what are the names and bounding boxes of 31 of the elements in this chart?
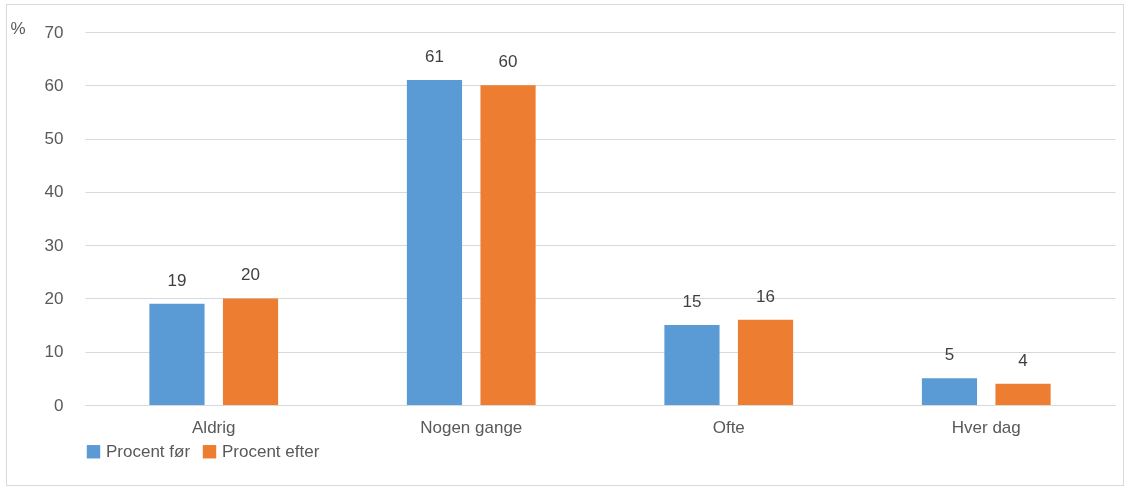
y-axis-title: % xyxy=(10,18,26,38)
y-tick-label: 50 xyxy=(44,129,64,149)
bar xyxy=(664,325,720,405)
x-tick-label: Aldrig xyxy=(192,417,236,437)
y-tick-label: 0 xyxy=(54,395,64,415)
x-tick-label: Hver dag xyxy=(951,417,1021,437)
legend-label: Procent før xyxy=(106,441,191,461)
y-tick-label: 60 xyxy=(44,75,64,95)
data-label: 61 xyxy=(425,46,444,66)
y-tick-label: 10 xyxy=(44,342,64,362)
y-tick-label: 20 xyxy=(44,288,64,308)
bar xyxy=(480,85,536,405)
y-tick-label: 70 xyxy=(44,22,64,42)
data-label: 16 xyxy=(756,286,775,306)
x-tick-label: Nogen gange xyxy=(420,417,523,437)
bar xyxy=(222,298,279,405)
y-tick-label: 40 xyxy=(44,182,64,202)
bar xyxy=(406,79,463,405)
data-label: 5 xyxy=(944,345,955,365)
data-label: 60 xyxy=(498,52,518,72)
data-label: 4 xyxy=(1018,350,1028,370)
bar xyxy=(737,319,794,405)
x-tick-label: Ofte xyxy=(712,417,745,437)
legend-label: Procent efter xyxy=(222,441,320,461)
bar xyxy=(995,383,1051,405)
y-tick-label: 30 xyxy=(44,235,64,255)
bar xyxy=(149,303,205,405)
data-label: 15 xyxy=(682,292,702,312)
data-label: 19 xyxy=(167,270,187,290)
bar xyxy=(921,378,978,405)
data-label: 20 xyxy=(241,265,260,285)
